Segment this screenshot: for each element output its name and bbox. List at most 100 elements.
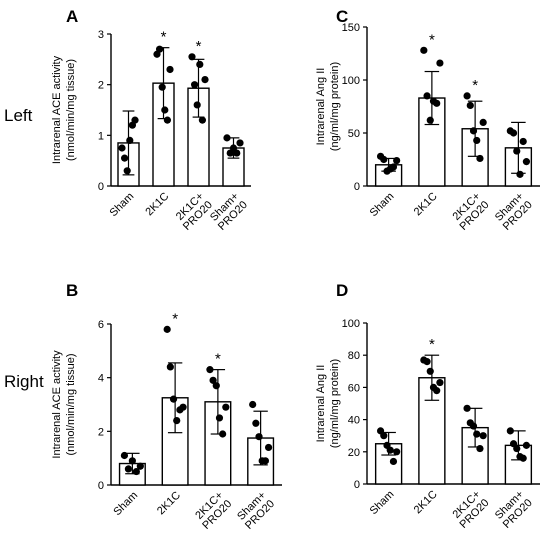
y-tick-label: 0	[354, 479, 360, 491]
data-point	[522, 158, 531, 166]
data-point	[128, 457, 136, 465]
row-label-left: Left	[4, 106, 33, 125]
y-tick-label: 2	[98, 80, 104, 92]
data-point	[255, 433, 263, 441]
data-point	[513, 147, 521, 155]
y-tick-label: 20	[348, 447, 360, 459]
data-point	[196, 60, 204, 68]
panel-letter: A	[66, 7, 78, 26]
y-axis-title: (nmol/min/mg tissue)	[65, 59, 77, 161]
data-point	[155, 45, 164, 53]
data-point	[158, 83, 166, 91]
y-axis-title: Intrarenal Ang II	[315, 365, 327, 443]
y-axis-title: (ng/ml/mg protein)	[329, 62, 341, 151]
significance-marker: *	[196, 38, 202, 55]
y-tick-label: 3	[98, 29, 104, 41]
panel-C: C Intrarenal Ang II (ng/ml/mg protein) 0 50 1…	[315, 7, 540, 233]
data-point	[476, 154, 484, 163]
data-point	[163, 325, 171, 333]
x-tick-label-line: Sham	[368, 488, 397, 517]
data-point	[166, 363, 174, 371]
data-point	[198, 116, 207, 124]
data-point	[223, 134, 231, 142]
data-point	[479, 118, 487, 126]
data-point	[252, 419, 260, 427]
y-axis-title: (nmol/min/mg tissue)	[65, 353, 77, 455]
data-point	[261, 457, 269, 465]
y-tick-label: 0	[354, 181, 360, 193]
x-tick-label: Sham+PRO20	[207, 190, 250, 233]
data-point	[206, 366, 214, 374]
data-point	[469, 127, 478, 135]
x-tick-label-line: 2K1C	[155, 489, 183, 517]
data-point	[179, 403, 187, 411]
x-tick-label: Sham+PRO20	[492, 488, 535, 531]
x-tick-label-line: Sham	[368, 190, 397, 219]
row-label-right: Right	[4, 372, 44, 391]
x-tick-label-line: Sham	[111, 489, 140, 518]
x-tick-label: 2K1C+PRO20	[449, 488, 492, 531]
data-point	[236, 139, 244, 147]
data-point	[433, 99, 441, 107]
significance-marker: *	[472, 77, 478, 94]
panel-D: D Intrarenal Ang II (ng/ml/mg protein) 0 20 4…	[315, 281, 540, 531]
data-point	[506, 427, 514, 435]
x-tick-label: 2K1C	[412, 488, 440, 516]
data-point	[219, 430, 227, 438]
data-point	[166, 65, 174, 74]
data-point	[389, 457, 398, 466]
x-tick-label-line: Sham	[108, 190, 137, 219]
data-point	[131, 116, 139, 124]
x-tick-label: 2K1C+PRO20	[449, 190, 492, 233]
data-point	[516, 170, 524, 178]
x-tick-label: Sham	[368, 190, 397, 219]
x-tick-label: 2K1C	[143, 190, 171, 218]
significance-marker: *	[215, 351, 221, 368]
significance-marker: *	[161, 29, 167, 46]
data-point	[380, 432, 388, 440]
data-point	[423, 358, 431, 366]
y-tick-label: 1	[98, 130, 104, 142]
x-tick-label: Sham	[368, 488, 397, 517]
data-point	[393, 448, 401, 456]
significance-marker: *	[429, 336, 435, 353]
data-point	[126, 136, 134, 144]
data-point	[201, 76, 209, 84]
data-point	[473, 136, 481, 145]
y-tick-label: 0	[98, 181, 104, 193]
data-point	[519, 137, 527, 146]
data-point	[466, 101, 474, 110]
data-point	[476, 444, 484, 453]
x-tick-label: Sham	[108, 190, 137, 219]
x-tick-label: 2K1C	[155, 489, 183, 517]
panel-A: A Intrarenal ACE activity (nmol/min/mg tis…	[51, 7, 251, 233]
y-tick-label: 6	[98, 319, 104, 331]
panel-B: B Intrarenal ACE activity (nmol/min/mg tis…	[51, 281, 282, 532]
data-point	[120, 154, 129, 162]
data-point	[163, 116, 172, 124]
significance-marker: *	[172, 310, 178, 327]
data-point	[132, 467, 140, 476]
data-point	[473, 430, 481, 438]
significance-marker: *	[429, 31, 435, 48]
data-point	[188, 53, 196, 61]
data-point	[463, 404, 471, 412]
data-point	[249, 400, 257, 409]
data-point	[120, 451, 129, 460]
y-axis-title: Intrarenal ACE activity	[51, 55, 63, 164]
data-point	[423, 92, 431, 100]
y-tick-label: 0	[98, 480, 104, 492]
data-point	[380, 155, 388, 164]
panel-letter: C	[336, 7, 348, 26]
data-point	[393, 156, 401, 165]
panel-letter: B	[66, 281, 78, 300]
x-tick-label: 2K1C+PRO20	[172, 190, 215, 233]
data-point	[190, 81, 199, 89]
data-point	[222, 403, 230, 411]
data-point	[522, 441, 531, 449]
y-tick-label: 60	[348, 382, 360, 394]
data-point	[469, 422, 478, 430]
y-tick-label: 150	[342, 22, 360, 34]
x-tick-label: Sham+PRO20	[234, 489, 277, 532]
data-point	[513, 444, 521, 453]
